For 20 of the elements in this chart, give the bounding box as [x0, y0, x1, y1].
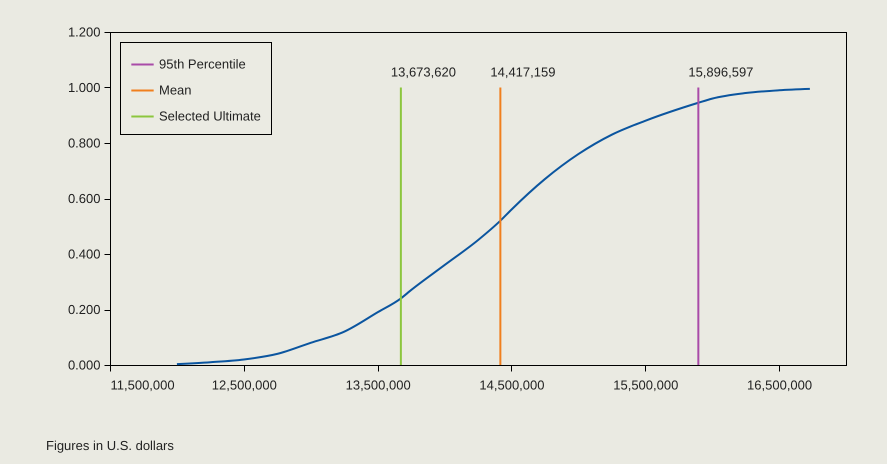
annotation: 13,673,620 — [390, 64, 456, 80]
y-tick-label: 0.400 — [68, 246, 100, 262]
annotation: 14,417,159 — [490, 64, 556, 80]
y-tick-label: 1.000 — [68, 80, 100, 95]
legend-label: Mean — [159, 82, 192, 98]
y-tick-label: 0.800 — [68, 136, 100, 150]
x-tick-label: 15,500,000 — [613, 378, 678, 392]
x-tick-label: 13,500,000 — [346, 378, 411, 392]
y-tick-label: 0.600 — [68, 191, 100, 206]
text: Figures in U.S. dollars — [46, 438, 174, 453]
x-tick-label: 12,500,000 — [212, 378, 277, 392]
y-tick-label: 0.200 — [68, 302, 100, 317]
x-tick-label: 11,500,000 — [110, 378, 175, 392]
y-tick-label: 1.200 — [68, 24, 100, 40]
x-tick-label: 14,500,000 — [479, 378, 544, 392]
legend-label: 95th Percentile — [159, 56, 246, 72]
x-tick-label: 16,500,000 — [747, 378, 812, 392]
annotation: 15,896,597 — [688, 64, 754, 80]
legend-label: Selected Ultimate — [159, 108, 261, 124]
y-tick-label: 0.000 — [68, 358, 100, 372]
